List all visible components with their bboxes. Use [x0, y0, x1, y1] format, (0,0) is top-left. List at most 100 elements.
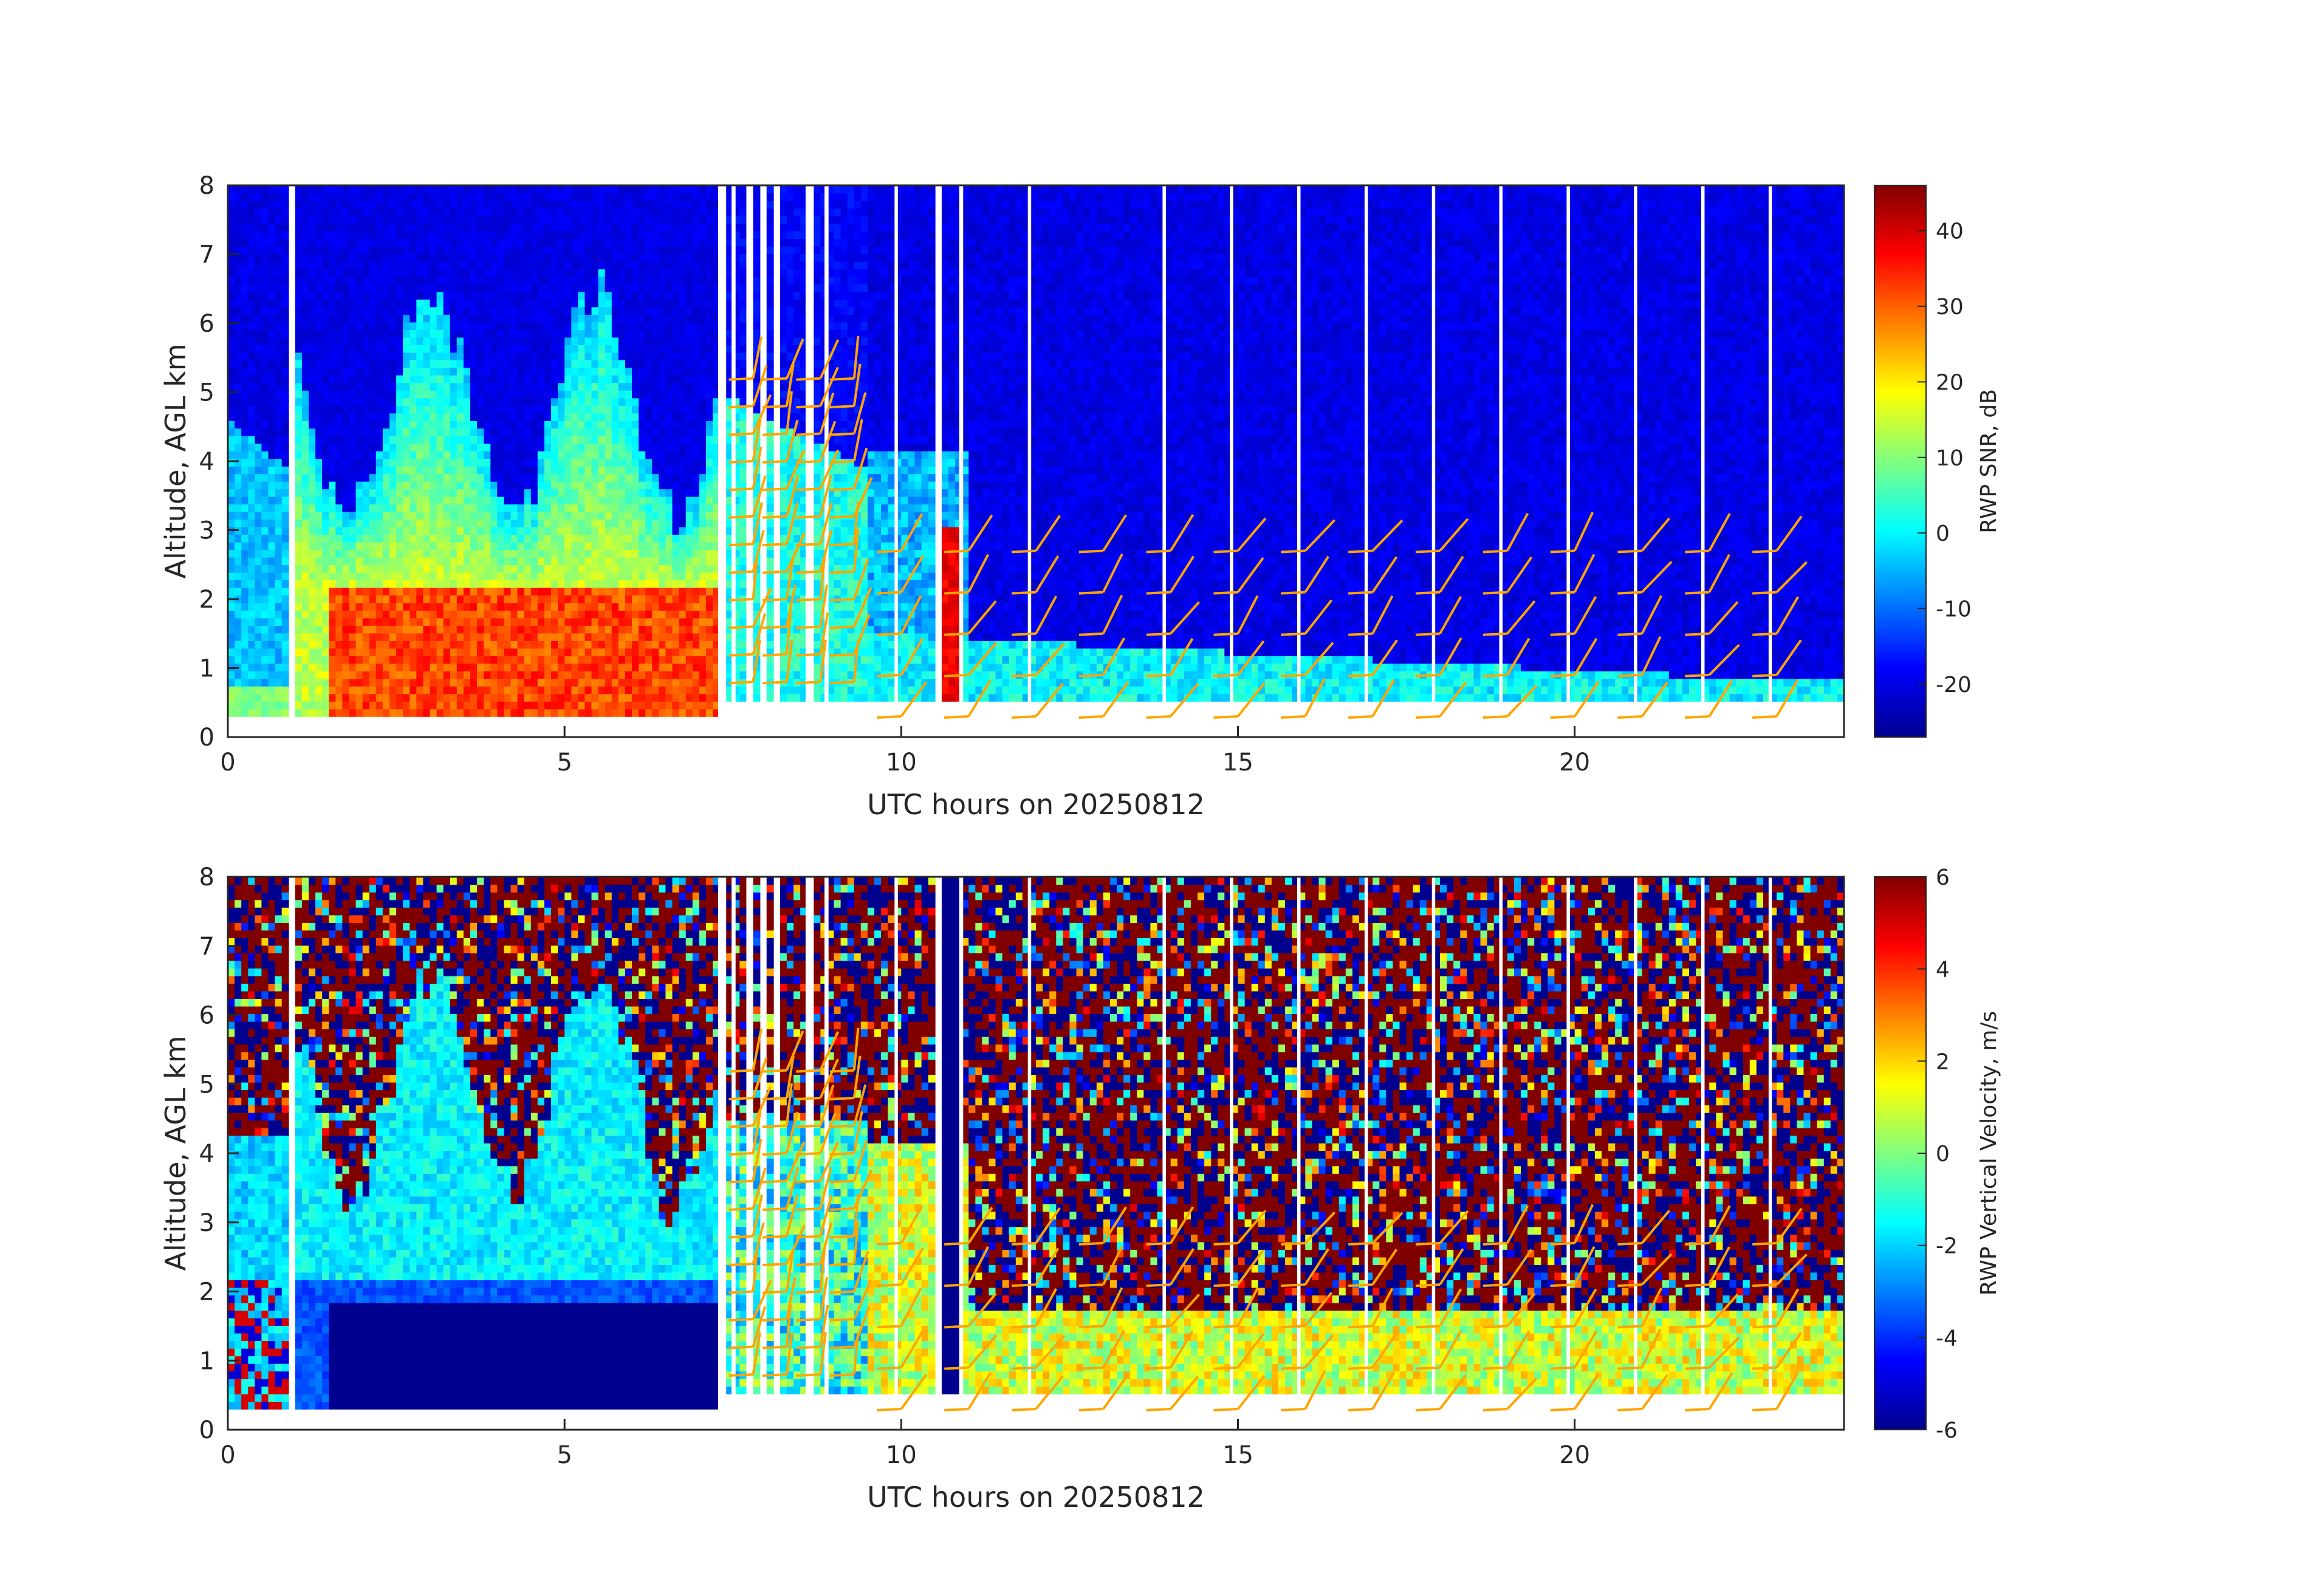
snr-heatmap-cell [611, 245, 619, 255]
snr-heatmap-cell [571, 572, 579, 580]
snr-heatmap-cell [517, 367, 525, 376]
snr-heatmap-cell [571, 541, 579, 551]
snr-heatmap-cell [645, 602, 653, 611]
snr-heatmap-cell [477, 663, 484, 671]
snr-heatmap-cell [598, 405, 606, 414]
snr-heatmap-cell [591, 564, 599, 573]
snr-heatmap-cell [268, 534, 276, 543]
snr-heatmap-cell [584, 572, 592, 580]
snr-heatmap-cell [672, 420, 680, 429]
snr-heatmap-cell [490, 458, 498, 467]
snr-heatmap-cell [375, 321, 383, 330]
snr-heatmap-cell [564, 625, 572, 634]
snr-heatmap-cell [322, 436, 330, 444]
snr-heatmap-cell [369, 360, 377, 368]
snr-heatmap-cell [450, 693, 458, 702]
snr-heatmap-cell [281, 587, 289, 595]
snr-heatmap-cell [309, 208, 316, 216]
snr-heatmap-cell [524, 701, 532, 710]
snr-heatmap-cell [301, 511, 309, 520]
snr-heatmap-cell [470, 701, 478, 710]
snr-heatmap-cell [261, 511, 269, 520]
snr-heatmap-cell [430, 428, 437, 436]
snr-heatmap-cell [639, 337, 646, 345]
snr-heatmap-cell [322, 663, 330, 671]
snr-heatmap-cell [530, 451, 538, 459]
snr-heatmap-cell [355, 321, 363, 330]
snr-heatmap-cell [564, 564, 572, 573]
snr-heatmap-cell [450, 617, 458, 626]
snr-heatmap-cell [416, 269, 424, 277]
snr-heatmap-cell [389, 428, 397, 436]
snr-heatmap-cell [349, 413, 357, 421]
snr-heatmap-cell [389, 276, 397, 285]
snr-heatmap-cell [295, 321, 303, 330]
snr-heatmap-cell [410, 390, 417, 399]
snr-heatmap-cell [275, 329, 283, 338]
snr-heatmap-cell [685, 269, 693, 277]
snr-heatmap-cell [618, 701, 626, 710]
snr-heatmap-cell [504, 390, 512, 399]
snr-heatmap-cell [281, 345, 289, 353]
snr-heatmap-cell [329, 420, 337, 429]
snr-heatmap-cell [315, 314, 323, 323]
snr-heatmap-cell [335, 405, 343, 414]
snr-heatmap-cell [705, 458, 713, 467]
snr-heatmap-cell [544, 269, 552, 277]
snr-heatmap-cell [632, 208, 639, 216]
snr-heatmap-cell [530, 610, 538, 619]
snr-heatmap-cell [322, 708, 330, 717]
snr-heatmap-cell [685, 671, 693, 679]
snr-heatmap-cell [342, 223, 350, 232]
snr-heatmap-cell [403, 390, 411, 399]
snr-heatmap-cell [382, 367, 390, 376]
snr-heatmap-cell [705, 329, 713, 338]
snr-heatmap-cell [248, 481, 256, 490]
snr-heatmap-cell [551, 299, 558, 307]
snr-heatmap-cell [659, 337, 667, 345]
snr-heatmap-cell [456, 633, 464, 641]
snr-heatmap-cell [322, 269, 330, 277]
snr-heatmap-cell [672, 185, 680, 194]
snr-heatmap-cell [309, 708, 316, 717]
snr-heatmap-cell [625, 465, 632, 475]
snr-heatmap-cell [611, 648, 619, 656]
snr-heatmap-cell [558, 481, 565, 490]
snr-heatmap-cell [558, 587, 565, 595]
snr-heatmap-cell [416, 405, 424, 414]
snr-heatmap-cell [530, 481, 538, 490]
snr-heatmap-cell [228, 693, 235, 702]
snr-heatmap-cell [423, 397, 431, 406]
snr-heatmap-cell [301, 489, 309, 497]
snr-heatmap-cell [578, 436, 586, 444]
snr-heatmap-cell [301, 321, 309, 330]
snr-heatmap-cell [375, 678, 383, 687]
snr-heatmap-cell [517, 276, 525, 285]
snr-heatmap-cell [699, 360, 707, 368]
snr-heatmap-cell [436, 610, 444, 619]
snr-heatmap-cell [443, 678, 451, 687]
snr-heatmap-cell [355, 436, 363, 444]
snr-heatmap-cell [443, 526, 451, 535]
snr-heatmap-cell [349, 656, 357, 664]
snr-heatmap-cell [665, 701, 673, 710]
snr-heatmap-cell [679, 436, 687, 444]
snr-heatmap-cell [456, 436, 464, 444]
snr-heatmap-cell [699, 602, 707, 611]
snr-heatmap-cell [497, 587, 505, 595]
snr-heatmap-cell [342, 678, 350, 687]
snr-heatmap-cell [396, 276, 403, 285]
snr-heatmap-cell [578, 269, 586, 277]
snr-heatmap-cell [605, 291, 612, 300]
snr-heatmap-cell [699, 595, 707, 603]
snr-heatmap-cell [382, 519, 390, 527]
snr-heatmap-cell [484, 245, 492, 255]
snr-heatmap-cell [403, 299, 411, 307]
snr-heatmap-cell [692, 223, 700, 232]
snr-heatmap-cell [564, 299, 572, 307]
snr-heatmap-cell [375, 314, 383, 323]
snr-heatmap-cell [268, 564, 276, 573]
snr-heatmap-cell [598, 314, 606, 323]
snr-heatmap-cell [416, 314, 424, 323]
snr-heatmap-cell [443, 489, 451, 497]
